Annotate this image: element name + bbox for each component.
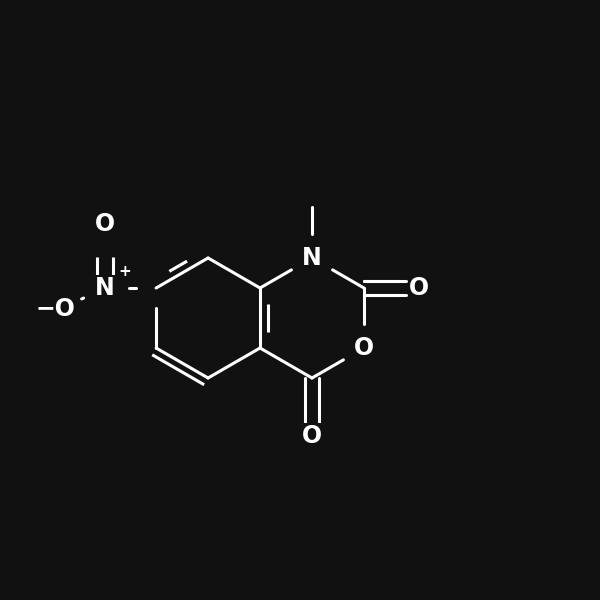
- Text: N: N: [95, 276, 115, 300]
- Text: O: O: [95, 212, 115, 236]
- Text: O: O: [302, 424, 322, 448]
- Text: O: O: [354, 336, 374, 360]
- Text: −O: −O: [35, 297, 75, 321]
- Text: N: N: [302, 246, 322, 270]
- Text: O: O: [409, 276, 429, 300]
- Text: +: +: [118, 263, 131, 278]
